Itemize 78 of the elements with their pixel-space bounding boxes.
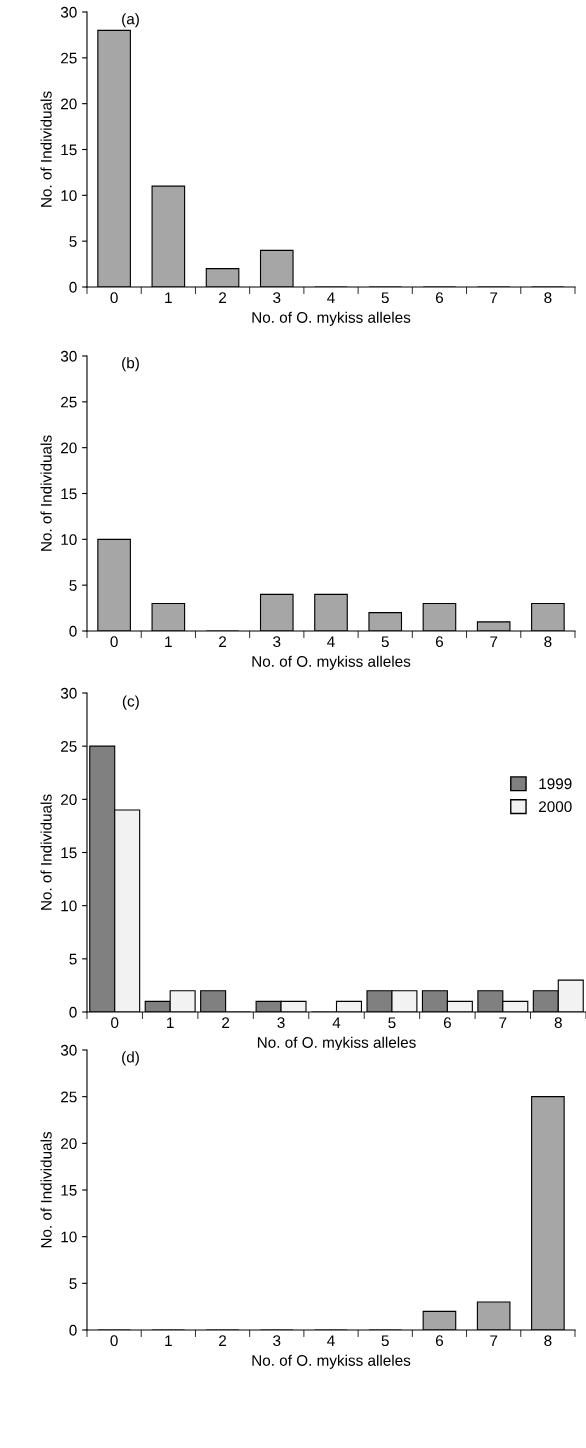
legend-label: 2000 — [539, 801, 572, 813]
y-axis-title: No. of Individuals — [40, 435, 52, 551]
x-tick-label: 7 — [490, 636, 498, 647]
y-tick-label: 25 — [61, 741, 77, 752]
x-tick-label: 1 — [165, 292, 172, 303]
y-axis-title: No. of Individuals — [40, 91, 52, 207]
legend-label: 1999 — [539, 778, 572, 790]
x-axis-title: No. of O. mykiss alleles — [252, 311, 411, 326]
x-tick-label: 1 — [165, 636, 172, 647]
x-tick-label: 2 — [222, 1017, 230, 1028]
y-tick-label: 0 — [69, 625, 77, 637]
x-tick-label: 2 — [219, 292, 227, 303]
chart-title: (d) — [122, 1051, 139, 1066]
y-tick-label: 15 — [61, 144, 77, 156]
x-tick-label: 3 — [273, 292, 281, 304]
x-tick-label: 6 — [435, 1335, 444, 1347]
x-tick-label: 7 — [490, 1335, 498, 1346]
y-tick-label: 20 — [61, 1138, 77, 1150]
x-tick-label: 0 — [110, 636, 118, 648]
x-tick-label: 1 — [165, 1335, 172, 1346]
x-tick-label: 2 — [219, 636, 227, 647]
y-tick-label: 30 — [60, 350, 77, 362]
y-tick-label: 5 — [69, 236, 77, 247]
x-tick-label: 5 — [388, 1017, 396, 1029]
x-tick-label: 6 — [435, 636, 444, 648]
y-axis-title: No. of Individuals — [40, 1131, 52, 1248]
y-tick-label: 15 — [61, 847, 77, 859]
y-tick-label: 25 — [61, 396, 77, 408]
y-tick-label: 5 — [69, 1278, 77, 1290]
x-tick-label: 0 — [111, 1017, 119, 1029]
chart-title: (c) — [122, 695, 139, 710]
y-tick-label: 20 — [61, 794, 77, 806]
x-tick-label: 3 — [277, 1017, 285, 1029]
x-tick-label: 6 — [435, 292, 444, 304]
x-tick-label: 6 — [443, 1017, 451, 1029]
y-tick-label: 10 — [61, 900, 77, 912]
y-tick-label: 0 — [69, 281, 77, 293]
y-tick-label: 5 — [69, 953, 77, 965]
x-tick-label: 5 — [381, 1335, 389, 1347]
y-tick-label: 15 — [61, 488, 77, 500]
x-tick-label: 7 — [490, 292, 498, 303]
chart-title: (a) — [122, 13, 139, 28]
y-tick-label: 20 — [61, 442, 77, 454]
x-tick-label: 4 — [332, 1017, 341, 1028]
x-tick-label: 4 — [327, 1335, 335, 1346]
y-tick-label: 30 — [60, 687, 77, 699]
x-tick-label: 3 — [273, 1335, 281, 1347]
y-tick-label: 5 — [69, 580, 77, 591]
x-axis-title: No. of O. mykiss alleles — [252, 655, 411, 670]
y-tick-label: 30 — [60, 6, 77, 18]
y-tick-label: 15 — [61, 1185, 77, 1196]
x-tick-label: 0 — [110, 292, 118, 304]
x-tick-label: 4 — [327, 636, 335, 647]
x-tick-label: 1 — [167, 1017, 174, 1028]
y-tick-label: 10 — [61, 1231, 77, 1243]
x-axis-title: No. of O. mykiss alleles — [257, 1036, 416, 1051]
x-tick-label: 4 — [327, 292, 335, 303]
x-tick-label: 5 — [381, 636, 389, 648]
x-tick-label: 8 — [544, 292, 552, 304]
x-tick-label: 8 — [554, 1017, 562, 1029]
x-tick-label: 8 — [544, 636, 552, 648]
x-tick-label: 7 — [499, 1017, 507, 1028]
x-tick-label: 3 — [273, 636, 281, 648]
x-tick-label: 2 — [219, 1335, 227, 1346]
y-tick-label: 0 — [69, 1006, 77, 1018]
x-axis-title: No. of O. mykiss alleles — [252, 1354, 411, 1369]
x-tick-label: 8 — [544, 1335, 552, 1347]
y-tick-label: 0 — [69, 1324, 77, 1336]
y-tick-label: 25 — [61, 52, 77, 64]
x-tick-label: 5 — [381, 292, 389, 304]
y-tick-label: 25 — [61, 1091, 77, 1103]
y-tick-label: 10 — [61, 190, 77, 202]
y-tick-label: 10 — [61, 534, 77, 546]
y-tick-label: 20 — [61, 98, 77, 110]
y-tick-label: 30 — [60, 1044, 77, 1056]
y-axis-title: No. of Individuals — [40, 794, 52, 910]
x-tick-label: 0 — [110, 1335, 118, 1347]
chart-title: (b) — [122, 357, 139, 372]
